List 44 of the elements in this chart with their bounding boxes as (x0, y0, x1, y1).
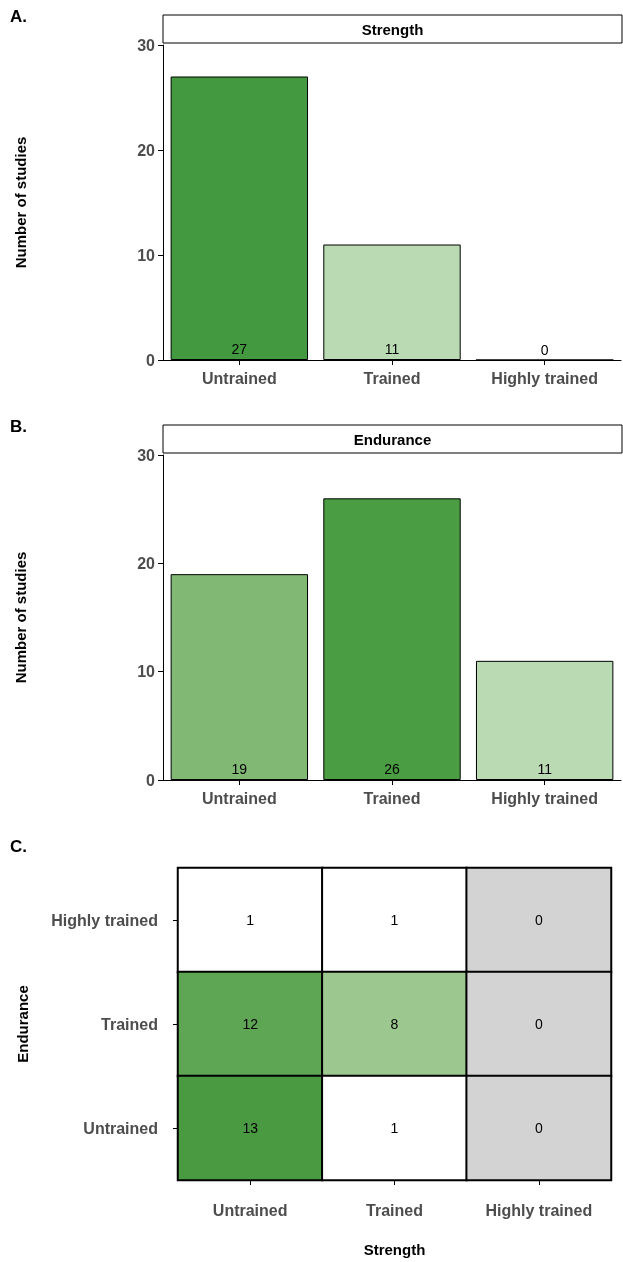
x-tick-label: Highly trained (491, 789, 599, 807)
data-label: 12 (242, 1016, 259, 1032)
y-tick-label: Trained (101, 1015, 158, 1033)
data-label: 1 (390, 1120, 399, 1136)
y-tick-label: 20 (137, 141, 156, 159)
x-tick-label: Untrained (202, 369, 277, 387)
y-tick-label: 30 (137, 36, 156, 54)
x-tick-label: Highly trained (485, 1201, 593, 1219)
data-label: 0 (534, 1120, 543, 1136)
data-label: 13 (242, 1120, 259, 1136)
data-label: 0 (534, 1016, 543, 1032)
text: A. (10, 7, 27, 26)
y-axis-title: Endurance (14, 985, 31, 1063)
chart-title: Strength (361, 20, 424, 38)
data-label: 11 (537, 761, 553, 777)
y-axis-title: Number of studies (12, 551, 29, 684)
data-label: 27 (231, 341, 248, 357)
data-label: 0 (534, 912, 543, 928)
x-tick-label: Untrained (202, 789, 277, 807)
data-label: 26 (384, 761, 400, 777)
x-tick-label: Trained (363, 369, 421, 387)
data-label: 8 (390, 1016, 399, 1032)
data-label: 0 (540, 341, 549, 358)
data-label: 1 (246, 912, 255, 928)
y-tick-label: 0 (146, 771, 156, 789)
data-label: 19 (231, 761, 248, 777)
y-tick-label: 0 (146, 351, 156, 369)
y-tick-label: 30 (137, 446, 156, 464)
y-tick-label: 10 (137, 246, 156, 264)
x-axis-title: Strength (363, 1241, 426, 1258)
text: B. (10, 417, 27, 436)
y-tick-label: Highly trained (51, 911, 158, 929)
y-tick-label: Untrained (83, 1119, 158, 1137)
x-tick-label: Untrained (212, 1201, 288, 1219)
y-axis-title: Number of studies (12, 136, 29, 269)
y-tick-label: 20 (137, 554, 156, 572)
chart-title: Endurance (353, 430, 432, 448)
x-tick-label: Trained (363, 789, 421, 807)
x-tick-label: Highly trained (491, 369, 599, 387)
data-label: 11 (384, 341, 400, 357)
text: C. (10, 837, 27, 856)
x-tick-label: Trained (366, 1201, 423, 1219)
data-label: 1 (390, 912, 399, 928)
y-tick-label: 10 (137, 663, 156, 681)
